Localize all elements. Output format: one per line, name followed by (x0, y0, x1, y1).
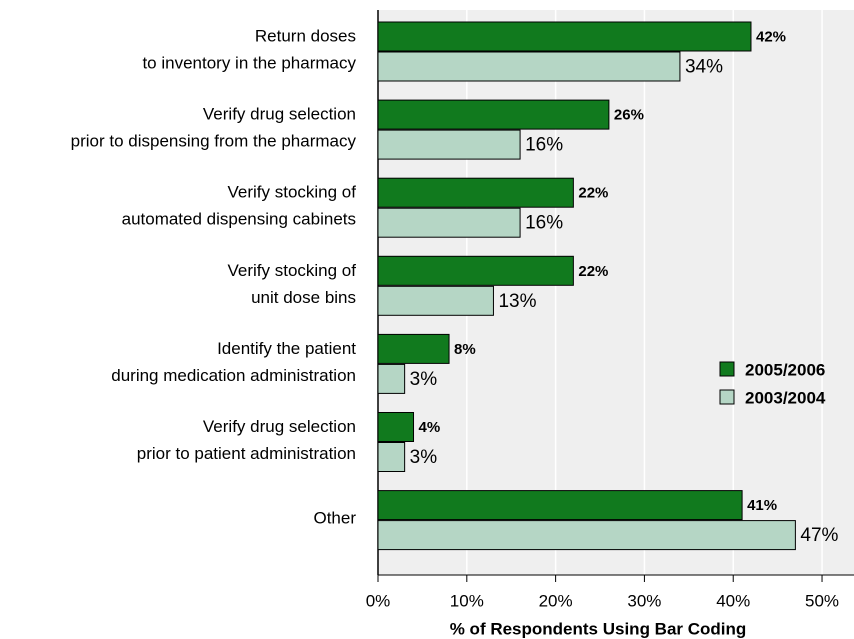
category-label: Verify stocking of automated dispensing c… (122, 183, 357, 229)
category-label: Verify drug selection prior to patient ad… (137, 417, 356, 463)
value-label: 42% (756, 28, 786, 45)
x-tick-label: 20% (539, 591, 573, 610)
value-label: 8% (454, 341, 476, 358)
value-label: 4% (419, 419, 441, 436)
value-label: 26% (614, 107, 644, 124)
x-axis-label: % of Respondents Using Bar Coding (450, 619, 747, 638)
bar (377, 285, 494, 316)
legend-label: 2003/2004 (745, 388, 826, 407)
category-label: Identify the patient during medication ad… (111, 339, 356, 385)
bar (377, 412, 415, 442)
x-tick-label: 0% (366, 591, 391, 610)
value-label: 16% (525, 213, 563, 234)
value-label: 34% (685, 57, 723, 78)
bar (377, 129, 521, 160)
bar (377, 99, 610, 130)
bar (377, 363, 406, 394)
x-tick-label: 50% (805, 591, 839, 610)
category-label: Verify stocking of unit dose bins (227, 261, 356, 307)
category-label: Return doses to inventory in the pharmacy (142, 27, 356, 73)
value-label: 13% (498, 291, 536, 312)
value-label: 3% (410, 369, 438, 390)
x-tick-label: 40% (716, 591, 750, 610)
bar (377, 490, 743, 521)
bar (377, 177, 574, 208)
value-label: 47% (800, 525, 838, 546)
category-label: Verify drug selection prior to dispensing… (71, 105, 357, 151)
x-tick-label: 30% (627, 591, 661, 610)
value-label: 22% (578, 263, 608, 280)
bar (377, 255, 574, 286)
legend-swatch (719, 361, 735, 377)
x-tick-label: 10% (450, 591, 484, 610)
value-label: 22% (578, 185, 608, 202)
bar (377, 21, 752, 52)
category-label: Other (313, 509, 356, 528)
legend-label: 2005/2006 (745, 360, 825, 379)
value-label: 3% (410, 447, 438, 468)
bar (377, 333, 450, 364)
bar (377, 51, 681, 82)
bar (377, 442, 406, 472)
bar (377, 207, 521, 238)
bar (377, 520, 796, 551)
value-label: 41% (747, 497, 777, 514)
value-label: 16% (525, 135, 563, 156)
legend-swatch (719, 389, 735, 405)
